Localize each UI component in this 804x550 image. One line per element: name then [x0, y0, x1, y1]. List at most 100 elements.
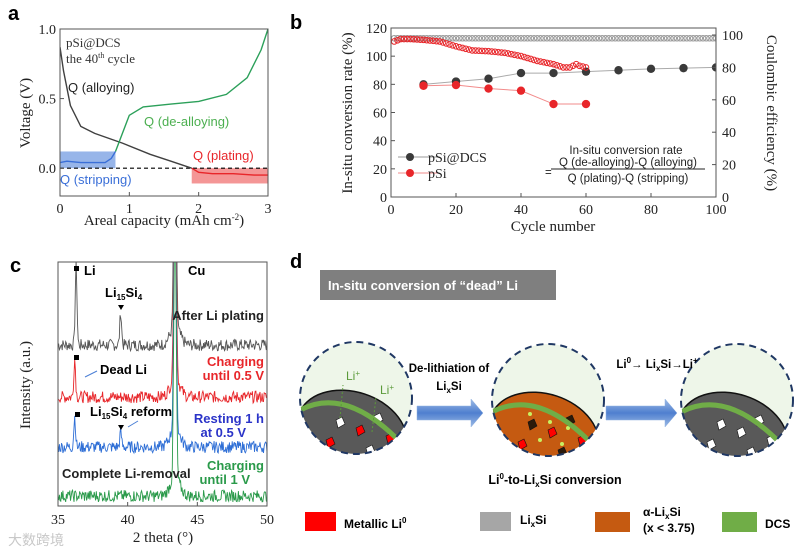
y2-tick-label: 100	[722, 29, 743, 44]
li-atom-dot	[528, 412, 532, 416]
chart-a: 0 1 2 3 0.0 0.5 1.0 pSi@DCS the 40th cycle Q (…	[18, 23, 272, 229]
xrd-pattern-charging-until-0-5-v	[58, 262, 267, 405]
formula-title: In-situ conversion rate	[569, 145, 682, 157]
x-tick-label: 40	[121, 513, 135, 528]
legend-marker-psi-dcs	[406, 153, 414, 161]
data-point-psi-ce	[514, 52, 522, 59]
data-point-psi-dcs	[614, 66, 623, 75]
data-point-psi-dcs-ce	[706, 34, 713, 42]
data-point-psi-ce	[579, 63, 587, 70]
xrd-pattern-resting-1-h-at-0-5-v	[58, 262, 267, 455]
data-point-psi-dcs-ce	[592, 34, 600, 42]
arrow1-label-l1: De-lithiation of	[409, 363, 490, 375]
label-charging-1v-l2: until 1 V	[199, 472, 250, 487]
x-axis-label-c: 2 theta (°)	[133, 530, 193, 546]
data-point-psi-dcs-ce	[689, 34, 697, 42]
li-atom-dot	[548, 420, 552, 424]
data-point-psi-ce	[429, 37, 437, 45]
y-tick-label: 0.5	[39, 93, 57, 108]
x-tick-label: 2	[195, 202, 202, 217]
axes-frame-c	[57, 261, 268, 507]
diagram-title-box	[320, 270, 556, 300]
data-point-psi-ce	[533, 57, 541, 65]
legend-label-dcs: DCS	[765, 517, 790, 531]
data-point-psi-ce	[420, 36, 427, 44]
data-point-psi-ce	[566, 64, 574, 71]
li-atom-dot	[560, 442, 564, 446]
data-point-psi-dcs-ce	[650, 34, 658, 42]
data-point-psi-dcs-ce	[446, 34, 453, 42]
data-point-psi-ce	[559, 64, 567, 71]
data-point-psi-dcs-ce	[667, 34, 674, 42]
li-plus-arrow	[371, 396, 377, 433]
data-point-psi-dcs-ce	[517, 34, 525, 42]
data-point-psi-ce	[524, 54, 531, 62]
label-resting-l2: at 0.5 V	[200, 425, 246, 440]
data-point-psi-ce	[455, 43, 463, 51]
data-point-psi-ce	[527, 55, 535, 63]
dcs-coating	[681, 402, 783, 446]
data-point-psi-ce	[410, 35, 418, 43]
data-point-psi	[484, 84, 493, 93]
arrow-right-icon	[605, 398, 678, 428]
y-tick-label: 120	[366, 22, 387, 37]
data-point-psi-dcs-ce	[673, 34, 681, 42]
data-point-psi-dcs-ce	[602, 34, 609, 42]
legend-swatch-lixsi	[480, 512, 511, 531]
data-point-psi-dcs-ce	[660, 34, 668, 42]
legend-swatch-metallic-li	[305, 512, 336, 531]
metallic-li-region	[517, 438, 528, 451]
region-stripping	[60, 151, 116, 169]
data-point-psi-dcs-ce	[595, 34, 603, 42]
data-point-psi	[516, 86, 526, 95]
data-point-psi-ce	[488, 48, 496, 55]
data-point-psi-ce	[407, 35, 414, 43]
data-point-psi-dcs-ce	[615, 34, 622, 42]
data-point-psi-ce	[439, 39, 447, 46]
label-charging-05-l2: until 0.5 V	[203, 368, 265, 383]
legend-label-lixsi: LixSi	[520, 513, 546, 529]
data-point-psi-ce	[537, 58, 544, 65]
legend-label-psi-dcs: pSi@DCS	[428, 151, 487, 166]
data-point-psi-dcs-ce	[475, 34, 483, 42]
diagram-d: In-situ conversion of “dead” Li De-lithi…	[299, 270, 794, 535]
data-point-psi-dcs-ce	[582, 34, 590, 42]
data-point-psi-dcs-ce	[540, 34, 548, 42]
data-point-psi-ce	[507, 50, 515, 58]
dcs-coating	[300, 400, 402, 444]
label-cu: Cu	[188, 263, 205, 278]
data-point-psi-dcs-ce	[559, 34, 567, 42]
panel-label-d: d	[290, 251, 302, 273]
data-point-psi-dcs-ce	[459, 34, 466, 42]
data-point-psi-dcs-ce	[449, 34, 457, 42]
data-point-psi-dcs-ce	[572, 34, 580, 42]
annotation-sample: pSi@DCS	[66, 35, 121, 50]
data-point-psi-ce	[426, 37, 434, 44]
data-point-psi-dcs-ce	[676, 34, 684, 42]
y-tick-label: 80	[373, 78, 387, 93]
data-point-psi-dcs	[679, 63, 688, 73]
data-point-psi-ce	[397, 35, 405, 43]
label-li15si4: Li15Si4	[105, 285, 143, 302]
dcs-coating	[492, 402, 594, 446]
x-tick-label: 1	[126, 202, 133, 217]
x-tick-label: 40	[514, 203, 528, 218]
data-point-psi-dcs-ce	[576, 34, 583, 42]
particle-outline	[299, 341, 413, 455]
legend-label-psi: pSi	[428, 167, 447, 182]
data-point-psi-dcs-ce	[647, 34, 655, 42]
data-point-psi	[451, 80, 461, 90]
data-point-psi-ce	[478, 47, 486, 55]
label-plating: Q (plating)	[193, 148, 254, 163]
data-point-psi-ce	[433, 37, 440, 45]
label-after-li-plating: After Li plating	[172, 308, 264, 323]
data-point-psi-dcs-ce	[631, 34, 639, 42]
data-point-psi-dcs-ce	[654, 34, 661, 42]
data-point-psi-dcs-ce	[537, 34, 544, 42]
pore	[706, 438, 717, 451]
data-point-psi-ce	[556, 63, 564, 70]
arrow2-label: Li0→ LixSi→Li+	[616, 356, 698, 373]
arrow1-label-l2: LixSi	[436, 381, 462, 395]
series-line-qalloying	[60, 46, 192, 169]
data-point-psi-dcs-ce	[452, 34, 460, 42]
